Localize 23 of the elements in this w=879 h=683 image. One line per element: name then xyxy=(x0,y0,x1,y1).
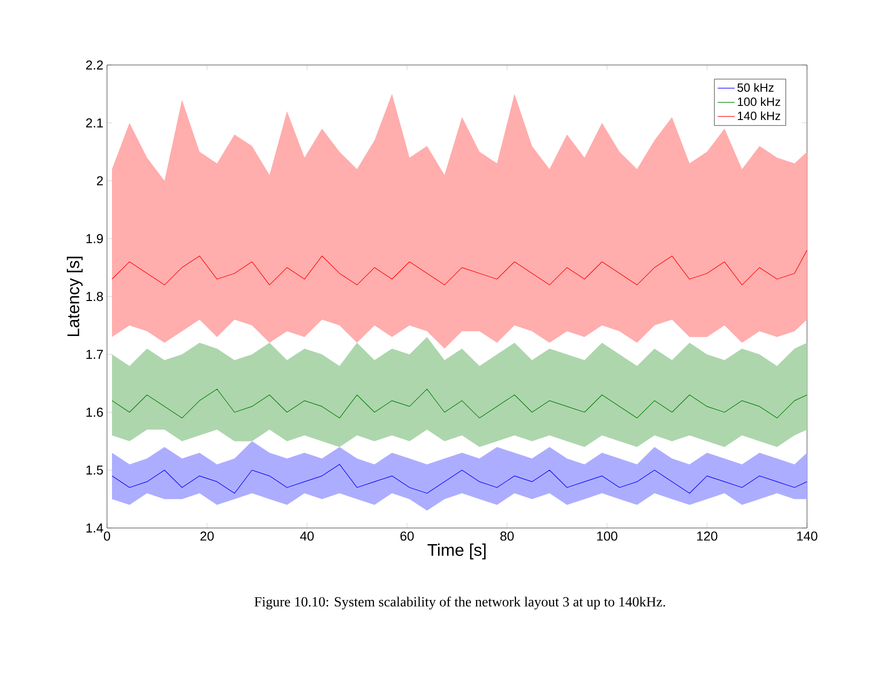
x-tick-label: 0 xyxy=(104,532,110,541)
y-tick-label: 1.8 xyxy=(86,292,103,302)
legend-label: 100 kHz xyxy=(738,97,780,106)
x-tick-label: 100 xyxy=(597,532,618,541)
y-tick-label: 2.1 xyxy=(86,118,103,128)
x-axis-title: Time [s] xyxy=(428,544,486,560)
legend-label: 140 kHz xyxy=(738,111,780,120)
x-tick-label: 60 xyxy=(400,532,414,541)
y-tick-label: 1.6 xyxy=(86,408,103,417)
y-axis-title: Latency [s] xyxy=(66,256,83,336)
y-tick-label: 2.2 xyxy=(86,60,103,70)
y-tick-label: 1.7 xyxy=(86,350,103,359)
caption: Figure 10.10: System scalability of the network layout 3 at up to 140kHz. xyxy=(254,596,666,610)
y-tick-label: 2 xyxy=(96,176,103,186)
legend-label: 50 kHz xyxy=(737,83,774,92)
x-tick-label: 20 xyxy=(200,532,214,541)
x-tick-label: 120 xyxy=(697,532,718,541)
y-tick-label: 1.9 xyxy=(86,234,103,244)
x-tick-label: 40 xyxy=(300,532,314,541)
y-tick-label: 1.5 xyxy=(86,466,103,475)
x-tick-label: 140 xyxy=(797,532,818,541)
x-tick-label: 80 xyxy=(500,532,514,541)
y-tick-label: 1.4 xyxy=(86,524,104,532)
